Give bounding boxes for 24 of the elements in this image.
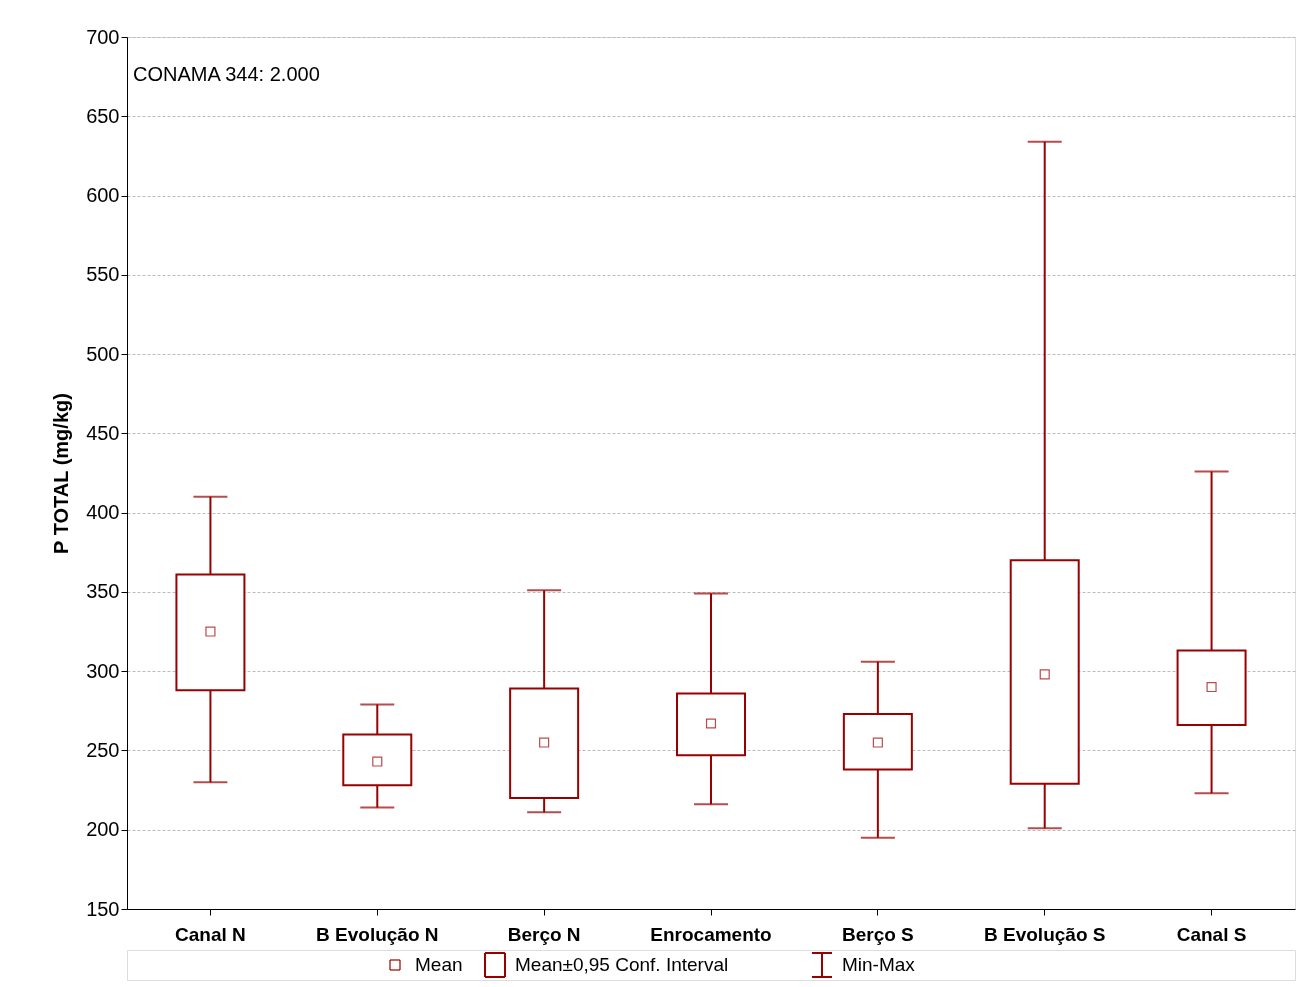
annotation: CONAMA 344: 2.000 <box>133 63 320 85</box>
y-axis-title: P TOTAL (mg/kg) <box>50 393 73 554</box>
x-tick-label: Berço N <box>507 923 581 945</box>
y-tick-label: 550 <box>86 263 120 286</box>
x-tick-label: B Evolução N <box>316 923 439 945</box>
text: Mean <box>415 954 463 975</box>
x-tick-label: Canal S <box>1176 923 1247 945</box>
text: Min-Max <box>842 954 916 975</box>
y-tick-label: 300 <box>86 659 120 682</box>
y-tick-label: 700 <box>86 25 120 48</box>
text: Mean±0,95 Conf. Interval <box>515 954 729 975</box>
y-tick-label: 350 <box>86 580 120 603</box>
y-tick-label: 400 <box>86 501 120 524</box>
y-tick-label: 500 <box>86 342 120 365</box>
y-tick-label: 150 <box>86 897 120 920</box>
x-tick-label: B Evolução S <box>984 923 1106 945</box>
y-tick-label: 250 <box>86 738 120 761</box>
x-tick-label: Canal N <box>175 923 246 945</box>
y-tick-label: 600 <box>86 184 120 207</box>
x-tick-label: Berço S <box>841 923 914 945</box>
y-tick-label: 200 <box>86 818 120 841</box>
y-tick-label: 650 <box>86 104 120 127</box>
x-tick-label: Enrocamento <box>650 923 772 945</box>
y-tick-label: 450 <box>86 421 120 444</box>
